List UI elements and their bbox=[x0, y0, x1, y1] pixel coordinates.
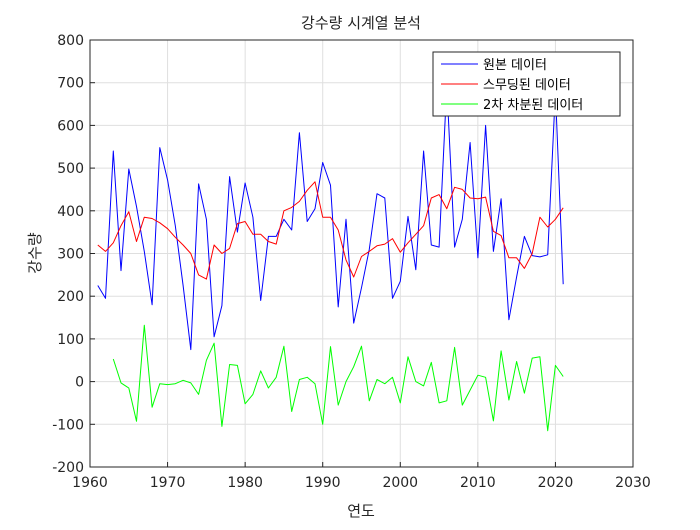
y-axis-ticks: -200 -100 0 100 200 300 400 500 600 700 800 bbox=[52, 33, 95, 476]
x-tick-label: 1980 bbox=[227, 475, 263, 491]
x-axis-ticks: 1960 1970 1980 1990 2000 2010 2020 2030 bbox=[72, 462, 651, 491]
series-line-3 bbox=[112, 324, 564, 432]
y-tick-label: 600 bbox=[57, 118, 84, 134]
x-tick-label: 2010 bbox=[460, 475, 496, 491]
x-tick-label: 2000 bbox=[382, 475, 418, 491]
series-line-1 bbox=[97, 84, 564, 351]
chart-title: 강수량 시계열 분석 bbox=[301, 14, 421, 32]
y-tick-label: 300 bbox=[57, 247, 84, 263]
x-tick-label: 1960 bbox=[72, 475, 108, 491]
y-tick-label: -200 bbox=[52, 460, 84, 476]
y-axis-label: 강수량 bbox=[26, 232, 44, 274]
y-tick-label: 100 bbox=[57, 332, 84, 348]
y-tick-label: -100 bbox=[52, 417, 84, 433]
x-tick-label: 2030 bbox=[615, 475, 651, 491]
y-tick-label: 400 bbox=[57, 204, 84, 220]
x-axis-label: 연도 bbox=[347, 502, 375, 520]
y-tick-label: 0 bbox=[75, 375, 84, 391]
series-layer bbox=[97, 84, 564, 432]
x-tick-label: 2020 bbox=[538, 475, 574, 491]
x-tick-label: 1990 bbox=[305, 475, 341, 491]
y-tick-label: 700 bbox=[57, 76, 84, 92]
y-tick-label: 200 bbox=[57, 289, 84, 305]
legend-entry-label: 2차 차분된 데이터 bbox=[483, 98, 583, 113]
y-tick-label: 500 bbox=[57, 161, 84, 177]
y-tick-label: 800 bbox=[57, 33, 84, 49]
x-tick-label: 1970 bbox=[150, 475, 186, 491]
series-line-2 bbox=[97, 181, 564, 280]
legend-entry-label: 스무딩된 데이터 bbox=[483, 78, 571, 93]
legend-entry-label: 원본 데이터 bbox=[483, 58, 547, 73]
